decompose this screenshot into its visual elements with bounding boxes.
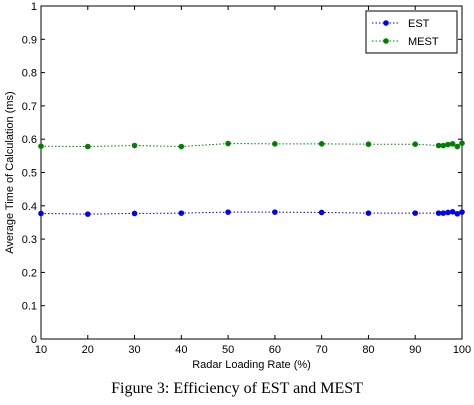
data-point-mest — [445, 141, 451, 148]
legend: EST MEST — [365, 10, 458, 54]
data-point-est — [454, 210, 461, 217]
data-point-mest — [38, 143, 44, 149]
x-tick-label: 70 — [316, 344, 328, 356]
y-tick-label: 0.2 — [22, 267, 37, 279]
data-point-mest — [84, 143, 91, 150]
data-point-est — [365, 210, 372, 216]
x-tick-label: 100 — [453, 344, 471, 356]
efficiency-chart: 0 0.1 0.2 0.3 0.4 0.5 0.6 0.7 0.8 0.9 1 10 20 30 40 50… — [4, 1, 471, 371]
legend-box — [365, 10, 458, 54]
data-point-mest — [412, 141, 419, 147]
legend-label-est: EST — [408, 18, 430, 30]
data-point-est — [178, 210, 185, 216]
y-axis-ticks: 0 0.1 0.2 0.3 0.4 0.5 0.6 0.7 0.8 0.9 1 — [22, 1, 462, 346]
data-point-est — [440, 210, 447, 216]
data-point-mest — [318, 141, 325, 147]
legend-marker-est — [383, 20, 389, 26]
x-axis-label: Radar Loading Rate (%) — [192, 359, 311, 371]
data-point-mest — [459, 140, 465, 146]
y-tick-label: 1 — [31, 1, 37, 13]
legend-marker-mest — [383, 38, 389, 44]
data-point-mest — [178, 143, 185, 150]
y-tick-label: 0 — [31, 334, 37, 346]
data-point-mest — [272, 141, 278, 147]
data-point-est — [84, 211, 91, 217]
data-point-est — [435, 210, 442, 216]
x-tick-label: 60 — [269, 344, 281, 356]
x-tick-label: 90 — [409, 344, 421, 356]
y-tick-label: 0.5 — [22, 168, 37, 180]
data-point-mest — [440, 142, 447, 149]
x-tick-label: 40 — [175, 344, 187, 356]
data-point-est — [459, 209, 465, 215]
data-point-mest — [365, 141, 372, 147]
x-tick-label: 30 — [128, 344, 140, 356]
data-point-mest — [449, 141, 456, 147]
data-point-est — [38, 210, 44, 217]
y-tick-label: 0.3 — [22, 234, 37, 246]
x-tick-label: 50 — [222, 344, 234, 356]
series-layer — [38, 140, 465, 217]
data-point-mest — [454, 143, 461, 150]
y-tick-label: 0.7 — [22, 101, 37, 113]
data-point-est — [131, 210, 138, 217]
data-point-est — [445, 209, 451, 216]
data-point-est — [272, 209, 278, 215]
plot-area-frame — [40, 5, 463, 340]
y-tick-label: 0.4 — [22, 201, 37, 213]
data-point-est — [318, 209, 325, 216]
x-axis-ticks: 10 20 30 40 50 60 70 80 90 100 — [35, 6, 471, 356]
data-point-est — [449, 208, 456, 215]
x-tick-label: 80 — [362, 344, 374, 356]
data-point-est — [412, 210, 419, 216]
figure-caption: Figure 3: Efficiency of EST and MEST — [111, 380, 363, 397]
data-point-mest — [435, 142, 442, 149]
x-tick-label: 20 — [82, 344, 94, 356]
data-point-mest — [131, 142, 138, 149]
y-axis-label: Average Time of Calculation (ms) — [4, 91, 16, 253]
data-point-est — [225, 209, 231, 215]
y-tick-label: 0.9 — [22, 34, 37, 46]
x-tick-label: 10 — [35, 344, 47, 356]
legend-label-mest: MEST — [408, 36, 439, 48]
y-tick-label: 0.8 — [22, 68, 37, 80]
data-point-mest — [225, 140, 231, 147]
y-tick-label: 0.1 — [22, 301, 37, 313]
y-tick-label: 0.6 — [22, 134, 37, 146]
